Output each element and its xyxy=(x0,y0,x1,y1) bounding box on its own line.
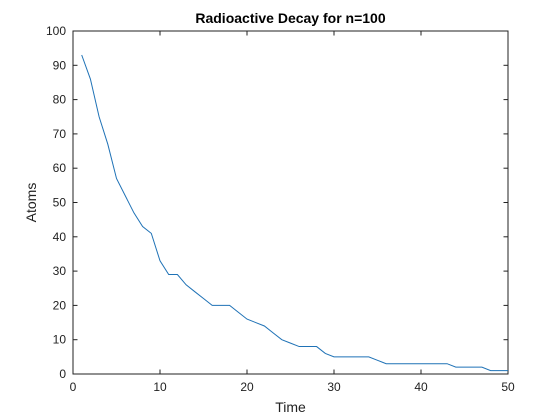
x-axis-ticks: 0 10 20 30 40 50 xyxy=(70,31,515,394)
y-tick-label: 50 xyxy=(53,196,67,210)
x-tick-label: 10 xyxy=(153,380,167,394)
y-tick-label: 40 xyxy=(53,230,67,244)
y-tick-label: 20 xyxy=(53,298,67,312)
series-line xyxy=(81,54,508,372)
x-tick-label: 50 xyxy=(501,380,515,394)
y-tick-label: 0 xyxy=(59,367,66,381)
y-tick-label: 100 xyxy=(46,24,66,38)
plot-area-box xyxy=(72,30,509,375)
x-tick-label: 20 xyxy=(240,380,254,394)
y-tick-label: 10 xyxy=(53,333,67,347)
x-tick-label: 0 xyxy=(70,380,77,394)
y-tick-label: 80 xyxy=(53,93,67,107)
y-tick-label: 90 xyxy=(53,58,67,72)
x-tick-label: 30 xyxy=(327,380,341,394)
y-tick-label: 70 xyxy=(53,127,67,141)
series-layer xyxy=(81,54,508,372)
chart-title: Radioactive Decay for n=100 xyxy=(195,10,385,26)
y-axis-ticks: 0 10 20 30 40 50 60 70 80 90 100 xyxy=(46,24,508,381)
y-tick-label: 60 xyxy=(53,161,67,175)
y-tick-label: 30 xyxy=(53,264,67,278)
y-axis-label: Atoms xyxy=(23,183,39,223)
x-tick-label: 40 xyxy=(414,380,428,394)
x-axis-label: Time xyxy=(275,399,306,415)
